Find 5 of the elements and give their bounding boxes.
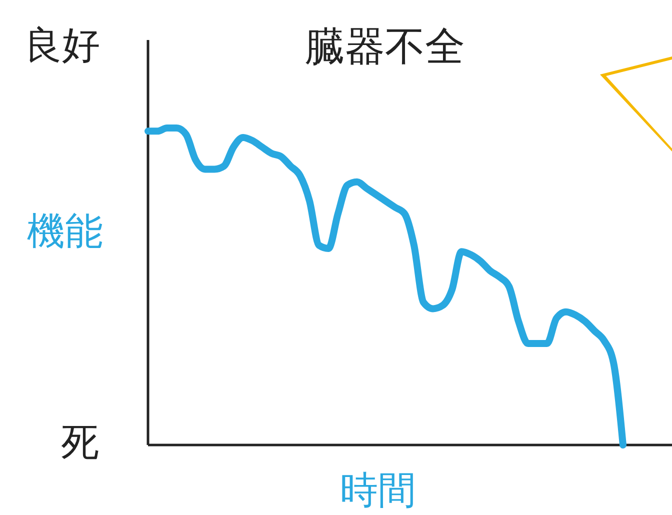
chart-title: 臓器不全 <box>305 24 465 70</box>
text: 死 <box>61 420 99 464</box>
text: 良好 <box>24 23 100 67</box>
y-axis-title: 機能 <box>27 209 103 253</box>
x-axis-title: 時間 <box>340 468 416 512</box>
